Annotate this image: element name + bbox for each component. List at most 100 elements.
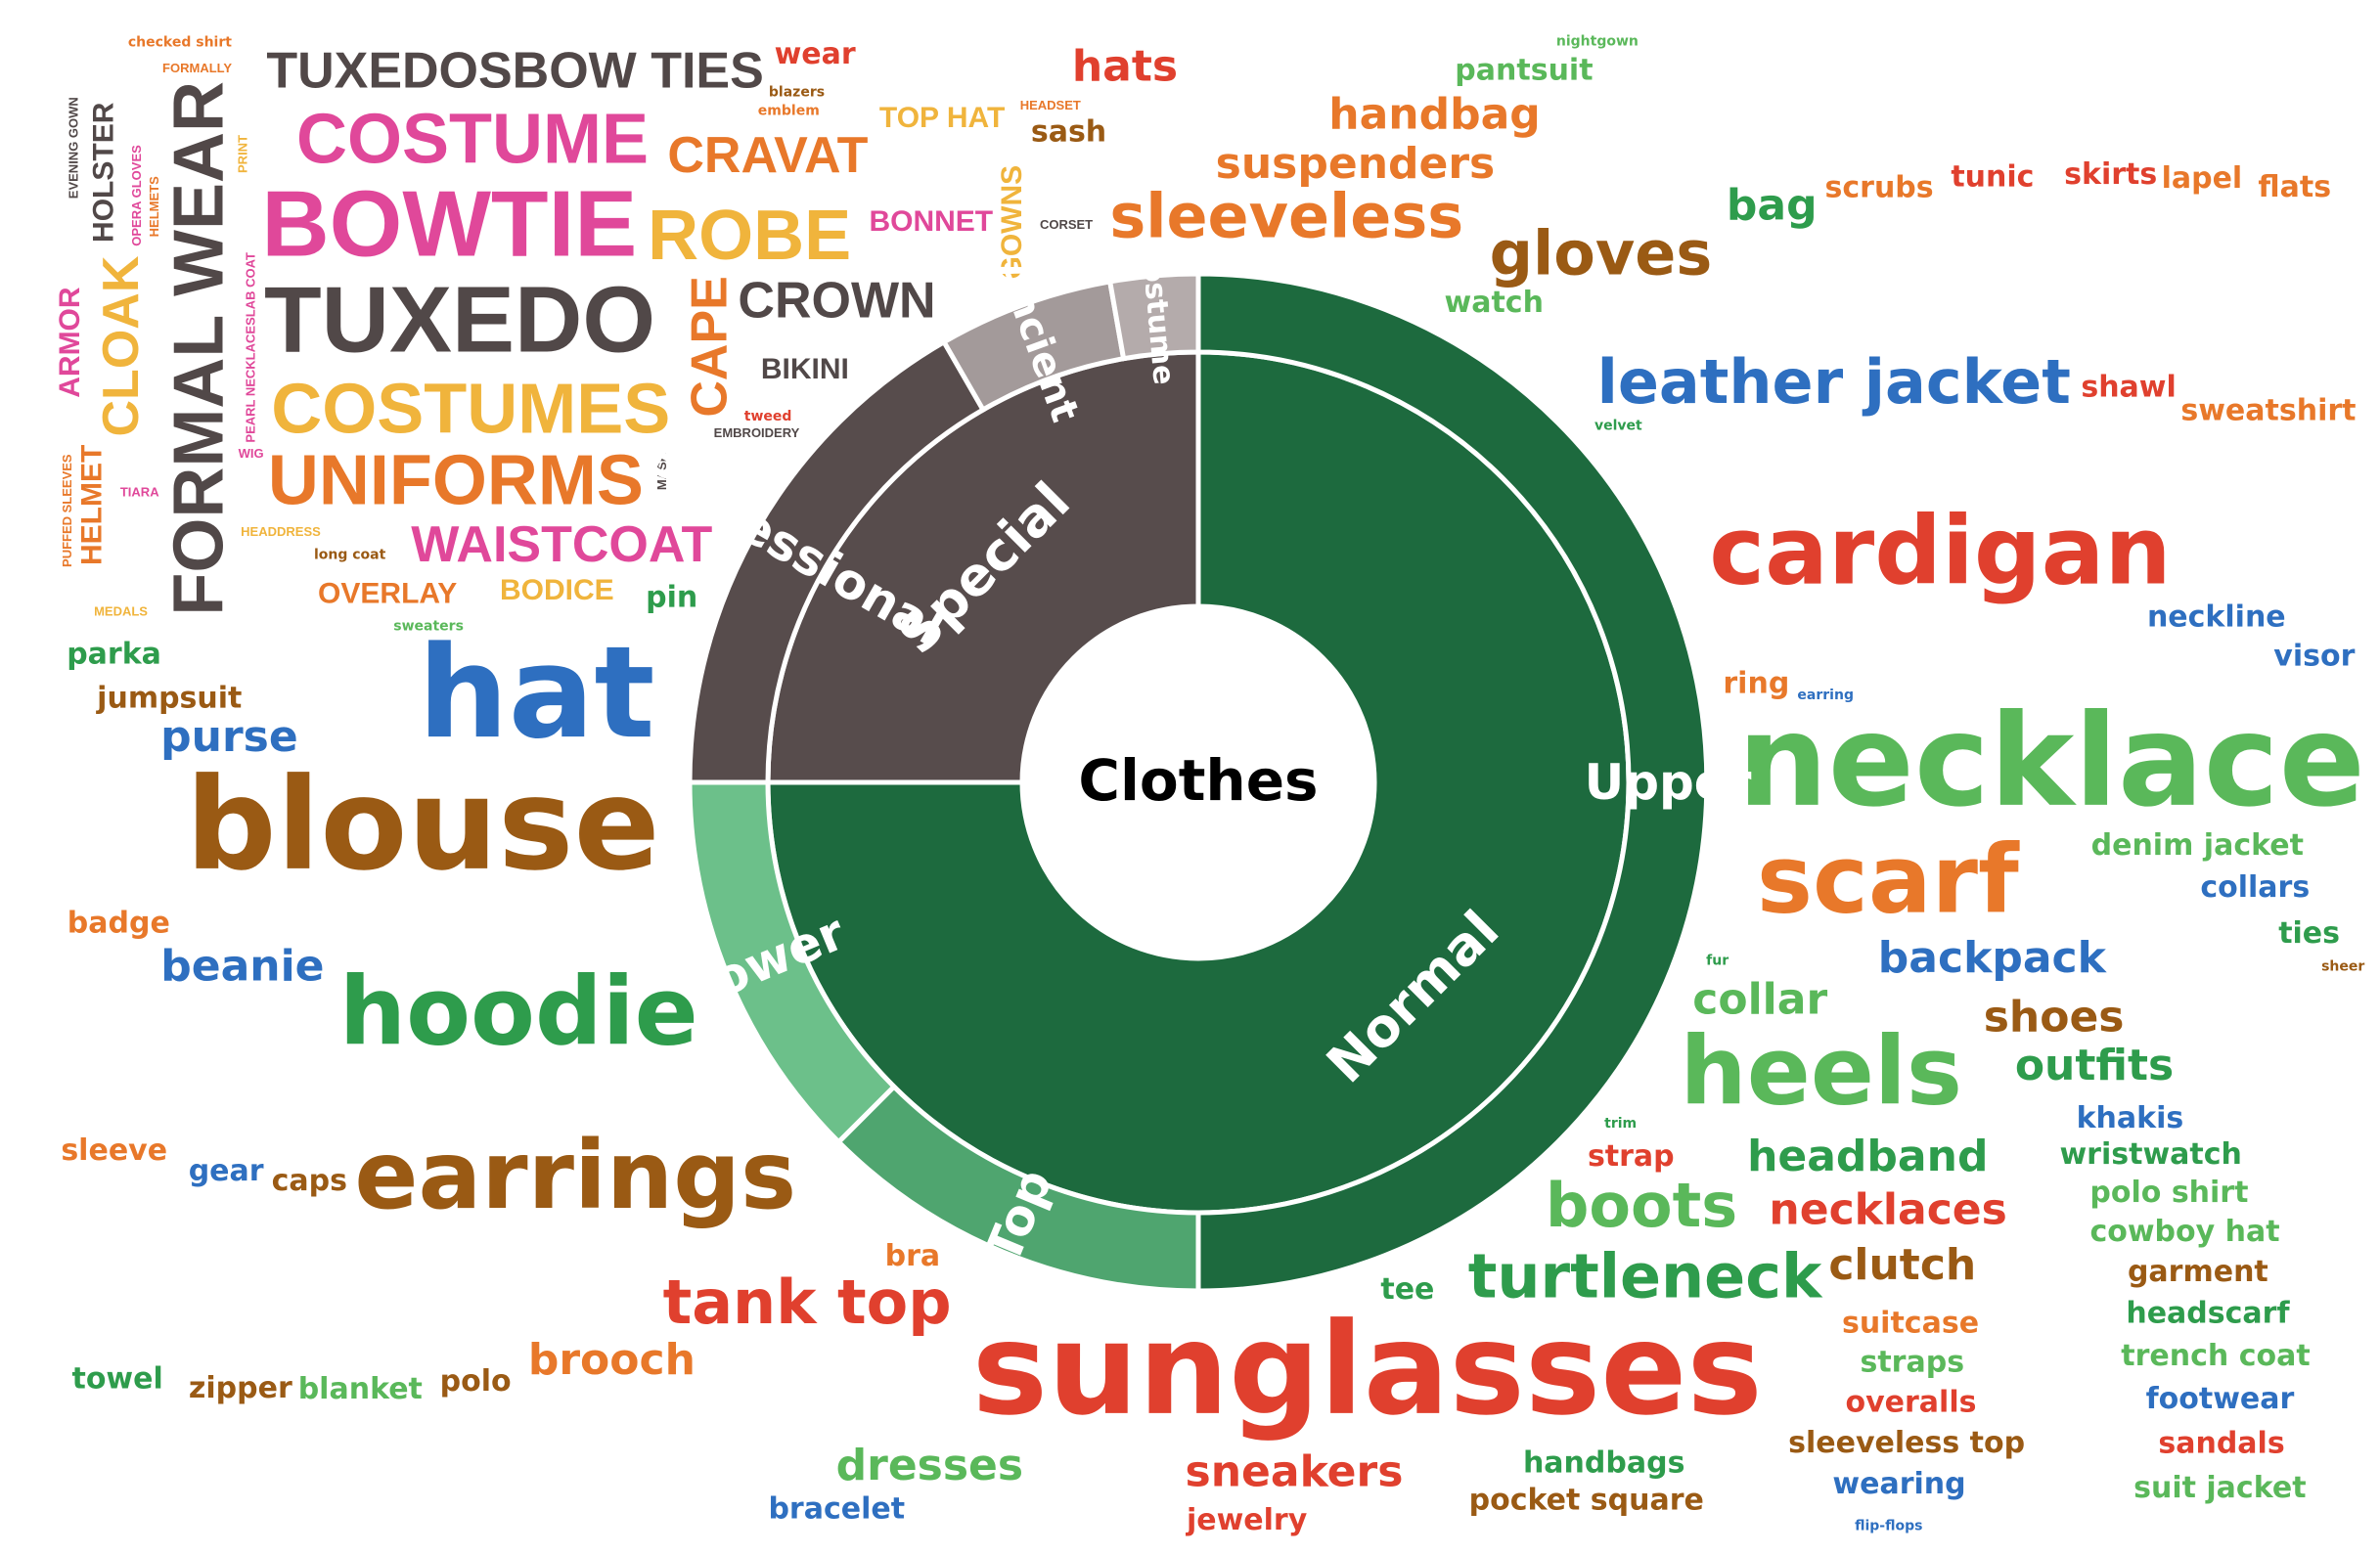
cloud-word: BOWTIE bbox=[261, 171, 637, 276]
cloud-word: TIARA bbox=[120, 484, 159, 499]
cloud-word: BONNET bbox=[869, 205, 993, 238]
cloud-word: wristwatch bbox=[2059, 1137, 2241, 1172]
cloud-word: handbag bbox=[1328, 89, 1541, 139]
cloud-word: scrubs bbox=[1825, 170, 1934, 204]
cloud-word: COSTUME bbox=[296, 101, 649, 179]
cloud-word: sleeve bbox=[61, 1133, 167, 1168]
cloud-word: collar bbox=[1692, 975, 1827, 1025]
cloud-word: BODICE bbox=[500, 574, 614, 606]
cloud-word: necklace bbox=[1737, 687, 2365, 835]
cloud-word: earring bbox=[1797, 688, 1854, 703]
cloud-word: suitcase bbox=[1842, 1307, 1979, 1341]
cloud-word: CORSET bbox=[1040, 217, 1093, 232]
cloud-word: jumpsuit bbox=[96, 681, 242, 715]
cloud-word: FORMALLY bbox=[162, 61, 232, 75]
cloud-word: WAISTCOAT bbox=[411, 516, 712, 573]
cloud-word: towel bbox=[71, 1361, 162, 1396]
cloud-word: tank top bbox=[663, 1266, 952, 1338]
cloud-word: visor bbox=[2273, 640, 2355, 674]
cloud-word: beanie bbox=[160, 941, 324, 991]
cloud-word: turtleneck bbox=[1468, 1241, 1823, 1312]
cloud-word: OPERA GLOVES bbox=[129, 145, 144, 246]
cloud-word: gloves bbox=[1490, 217, 1713, 289]
cloud-word: EMBROIDERY bbox=[714, 425, 800, 440]
cloud-word: cardigan bbox=[1709, 497, 2172, 606]
cloud-word: nightgown bbox=[1556, 33, 1639, 49]
cloud-word: watch bbox=[1444, 286, 1543, 320]
cloud-word: sneakers bbox=[1186, 1447, 1404, 1497]
cloud-word: zipper bbox=[189, 1371, 292, 1405]
cloud-word: skirts bbox=[2064, 157, 2157, 192]
cloud-word: heels bbox=[1680, 1016, 1962, 1126]
cloud-word: headband bbox=[1747, 1132, 1988, 1181]
cloud-word: sheer bbox=[2321, 959, 2364, 975]
cloud-word: sleeveless bbox=[1109, 181, 1463, 252]
cloud-word: dresses bbox=[836, 1441, 1023, 1490]
segment-upper bbox=[1195, 271, 1710, 1294]
cloud-word: sweaters bbox=[393, 619, 464, 635]
cloud-word: boots bbox=[1546, 1170, 1737, 1241]
segment-costume bbox=[1106, 271, 1201, 362]
cloud-word: ROBE bbox=[648, 197, 851, 275]
cloud-word: pin bbox=[646, 580, 697, 614]
cloud-word: TUXEDOSBOW TIES bbox=[266, 42, 763, 99]
cloud-word: EVENING GOWN bbox=[67, 97, 81, 199]
cloud-word: leather jacket bbox=[1597, 346, 2071, 418]
cloud-word: sunglasses bbox=[972, 1295, 1763, 1444]
cloud-word: HEADSET bbox=[1020, 98, 1081, 112]
cloud-word: TUXEDO bbox=[264, 267, 655, 372]
cloud-word: khakis bbox=[2077, 1101, 2184, 1135]
cloud-word: UNIFORMS bbox=[268, 442, 644, 520]
cloud-word: GOWNS bbox=[996, 165, 1028, 280]
cloud-word: lapel bbox=[2162, 161, 2243, 196]
cloud-word: HOLSTER bbox=[88, 102, 120, 243]
cloud-word: hats bbox=[1072, 42, 1178, 92]
cloud-word: suit jacket bbox=[2133, 1471, 2306, 1505]
cloud-word: emblem bbox=[758, 104, 820, 119]
cloud-word: flats bbox=[2258, 170, 2331, 204]
cloud-word: footwear bbox=[2146, 1382, 2295, 1416]
cloud-word: checked shirt bbox=[128, 34, 232, 50]
cloud-word: bracelet bbox=[768, 1491, 905, 1526]
cloud-word: CROWN bbox=[738, 273, 935, 330]
cloud-word: WIG bbox=[239, 446, 264, 461]
cloud-word: earrings bbox=[354, 1121, 796, 1230]
cloud-word: badge bbox=[67, 907, 170, 941]
cloud-word: polo shirt bbox=[2089, 1176, 2248, 1210]
cloud-word: blanket bbox=[298, 1372, 423, 1406]
cloud-word: MEDALS bbox=[94, 604, 148, 619]
cloud-word: PUFFED SLEEVES bbox=[60, 454, 74, 567]
cloud-word: hat bbox=[418, 618, 654, 767]
cloud-word: CAPE bbox=[682, 276, 739, 417]
cloud-word: caps bbox=[272, 1164, 347, 1198]
center-label: Clothes bbox=[1078, 747, 1318, 814]
cloud-word: fur bbox=[1706, 954, 1729, 969]
cloud-word: bra bbox=[885, 1239, 941, 1273]
cloud-word: cowboy hat bbox=[2089, 1215, 2279, 1249]
cloud-word: handbags bbox=[1523, 1445, 1684, 1480]
cloud-word: hoodie bbox=[339, 956, 698, 1066]
cloud-word: suspenders bbox=[1216, 139, 1496, 189]
cloud-word: velvet bbox=[1594, 419, 1642, 434]
cloud-word: backpack bbox=[1878, 933, 2108, 983]
cloud-word: jewelry bbox=[1186, 1503, 1308, 1537]
cloud-word: TOP HAT bbox=[879, 102, 1005, 134]
cloud-word: headscarf bbox=[2126, 1296, 2290, 1330]
cloud-word: CLOAK bbox=[93, 255, 150, 436]
cloud-word: HELMETS bbox=[147, 176, 161, 237]
cloud-word: collars bbox=[2200, 870, 2310, 905]
cloud-word: denim jacket bbox=[2091, 828, 2304, 863]
cloud-word: tweed bbox=[744, 409, 792, 424]
cloud-word: clutch bbox=[1828, 1240, 1976, 1290]
cloud-word: sweatshirt bbox=[2180, 393, 2356, 427]
cloud-word: outfits bbox=[2015, 1041, 2174, 1090]
cloud-word: shoes bbox=[1984, 992, 2125, 1042]
cloud-word: trench coat bbox=[2121, 1339, 2310, 1373]
cloud-word: tee bbox=[1380, 1272, 1434, 1307]
cloud-word: gear bbox=[189, 1154, 264, 1188]
cloud-word: PRINT bbox=[235, 135, 249, 173]
cloud-word: brooch bbox=[528, 1335, 696, 1385]
